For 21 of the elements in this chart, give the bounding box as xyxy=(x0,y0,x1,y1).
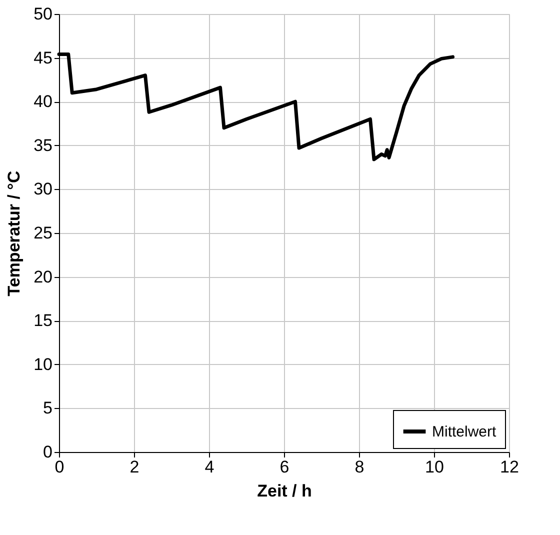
legend-label: Mittelwert xyxy=(432,424,498,440)
x-tick-label: 12 xyxy=(500,458,519,476)
x-tick-label: 8 xyxy=(354,458,364,476)
y-tick-label: 0 xyxy=(43,442,52,462)
x-axis-title: Zeit / h xyxy=(257,482,312,500)
x-tick-label: 6 xyxy=(280,458,290,476)
x-tick-label: 10 xyxy=(425,458,444,476)
y-tick-label: 20 xyxy=(34,267,52,286)
y-tick-label: 35 xyxy=(34,136,52,155)
y-tick-label: 10 xyxy=(34,354,52,374)
y-tick-label: 25 xyxy=(34,224,52,242)
y-tick-label: 50 xyxy=(34,4,52,24)
y-tick-label: 40 xyxy=(34,92,52,112)
x-tick-label: 2 xyxy=(130,458,140,476)
y-tick-label: 45 xyxy=(34,48,52,68)
x-tick-label: 0 xyxy=(54,458,64,476)
y-tick-label: 15 xyxy=(34,311,52,330)
y-tick-label: 5 xyxy=(43,398,52,418)
y-tick-label: 30 xyxy=(34,180,52,199)
y-axis-title: Temperatur / °C xyxy=(4,170,24,296)
x-tick-label: 4 xyxy=(204,458,214,476)
